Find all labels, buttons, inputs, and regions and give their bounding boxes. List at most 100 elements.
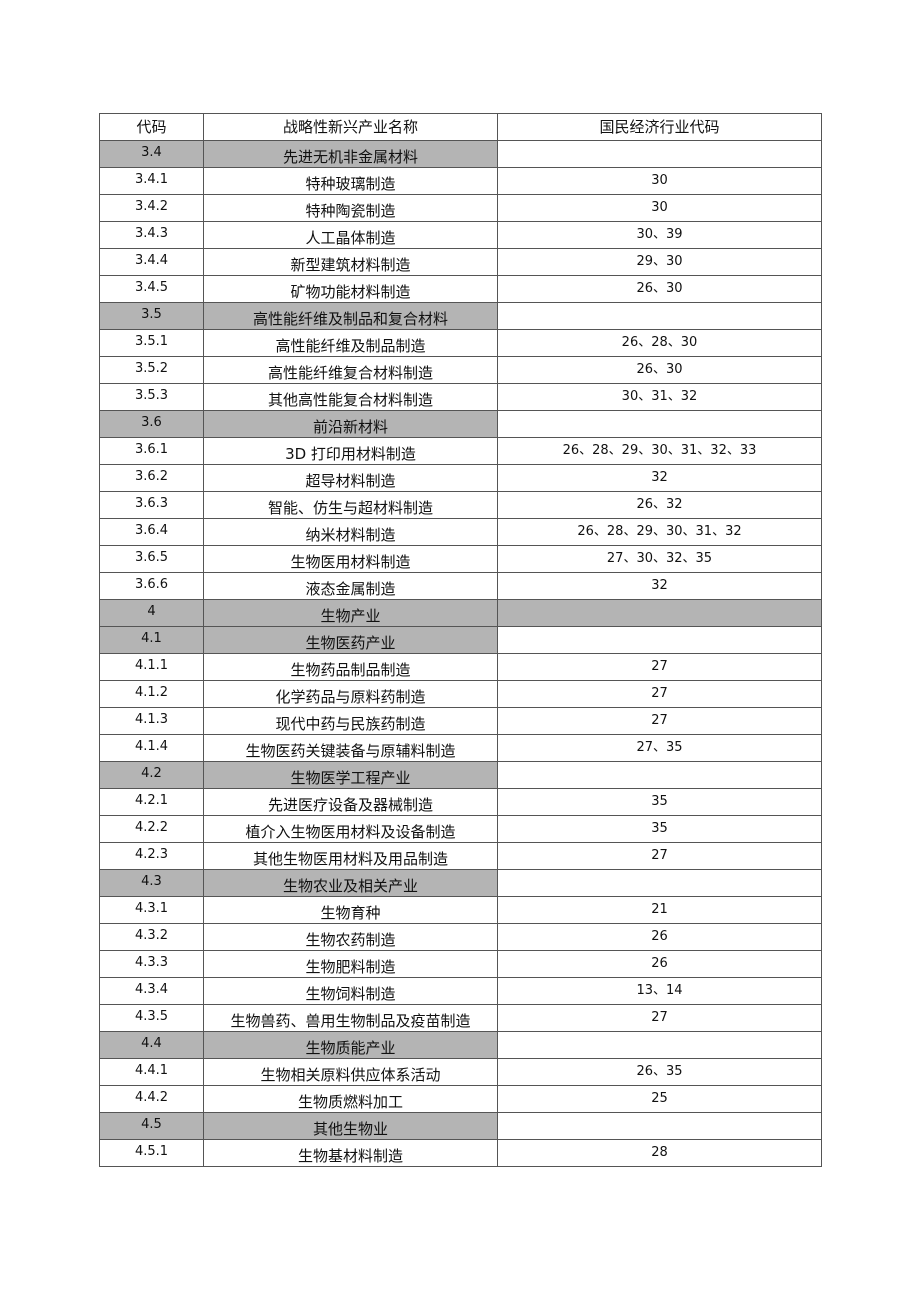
table-header-row: 代码 战略性新兴产业名称 国民经济行业代码 (99, 113, 822, 141)
table-row: 3.4.1 特种玻璃制造 30 (99, 167, 822, 195)
cell-code: 4.1.3 (99, 707, 204, 735)
cell-name: 现代中药与民族药制造 (203, 707, 498, 735)
table-row: 3.6.4 纳米材料制造 26、28、29、30、31、32 (99, 518, 822, 546)
cell-industry-code: 29、30 (497, 248, 822, 276)
cell-code: 4.3.3 (99, 950, 204, 978)
cell-name: 生物肥料制造 (203, 950, 498, 978)
table-row: 4.1.2 化学药品与原料药制造 27 (99, 680, 822, 708)
cell-name: 生物育种 (203, 896, 498, 924)
table-row: 3.5.2 高性能纤维复合材料制造 26、30 (99, 356, 822, 384)
cell-name: 超导材料制造 (203, 464, 498, 492)
table-row: 3.4.4 新型建筑材料制造 29、30 (99, 248, 822, 276)
cell-code: 3.4.4 (99, 248, 204, 276)
cell-industry-code: 26 (497, 923, 822, 951)
section-row: 3.6 前沿新材料 (99, 410, 822, 438)
table-row: 3.4.2 特种陶瓷制造 30 (99, 194, 822, 222)
cell-industry-code (497, 1031, 822, 1059)
cell-name: 生物药品制品制造 (203, 653, 498, 681)
header-name: 战略性新兴产业名称 (203, 113, 498, 141)
table-row: 4.4.2 生物质燃料加工 25 (99, 1085, 822, 1113)
cell-code: 3.6.6 (99, 572, 204, 600)
cell-industry-code (497, 626, 822, 654)
table-row: 4.1.3 现代中药与民族药制造 27 (99, 707, 822, 735)
cell-code: 3.6.3 (99, 491, 204, 519)
cell-code: 4.3.2 (99, 923, 204, 951)
cell-name: 其他高性能复合材料制造 (203, 383, 498, 411)
cell-name: 先进无机非金属材料 (203, 140, 498, 168)
cell-code: 3.4.3 (99, 221, 204, 249)
section-row: 3.5 高性能纤维及制品和复合材料 (99, 302, 822, 330)
cell-name: 生物医学工程产业 (203, 761, 498, 789)
cell-code: 3.4.5 (99, 275, 204, 303)
cell-code: 4 (99, 599, 204, 627)
table-row: 3.4.3 人工晶体制造 30、39 (99, 221, 822, 249)
table-row: 3.5.1 高性能纤维及制品制造 26、28、30 (99, 329, 822, 357)
cell-industry-code: 27 (497, 1004, 822, 1032)
cell-name: 高性能纤维复合材料制造 (203, 356, 498, 384)
cell-name: 高性能纤维及制品和复合材料 (203, 302, 498, 330)
cell-name: 生物医用材料制造 (203, 545, 498, 573)
cell-industry-code: 27 (497, 842, 822, 870)
header-code: 代码 (99, 113, 204, 141)
cell-code: 3.5.2 (99, 356, 204, 384)
industry-code-table: 代码 战略性新兴产业名称 国民经济行业代码 3.4 先进无机非金属材料 3.4.1 特… (99, 113, 822, 1167)
table-body: 3.4 先进无机非金属材料 3.4.1 特种玻璃制造 30 3.4.2 特种陶瓷制造 30 3.… (99, 140, 822, 1167)
cell-code: 3.6.1 (99, 437, 204, 465)
table-row: 3.6.5 生物医用材料制造 27、30、32、35 (99, 545, 822, 573)
cell-industry-code: 32 (497, 572, 822, 600)
cell-code: 3.5.3 (99, 383, 204, 411)
section-row: 4.3 生物农业及相关产业 (99, 869, 822, 897)
cell-industry-code: 30、39 (497, 221, 822, 249)
table-row: 4.1.4 生物医药关键装备与原辅料制造 27、35 (99, 734, 822, 762)
cell-industry-code (497, 869, 822, 897)
table-row: 4.3.1 生物育种 21 (99, 896, 822, 924)
cell-name: 先进医疗设备及器械制造 (203, 788, 498, 816)
cell-name: 3D 打印用材料制造 (203, 437, 498, 465)
cell-industry-code: 35 (497, 788, 822, 816)
cell-code: 3.6.5 (99, 545, 204, 573)
cell-name: 新型建筑材料制造 (203, 248, 498, 276)
cell-industry-code: 35 (497, 815, 822, 843)
cell-name: 化学药品与原料药制造 (203, 680, 498, 708)
cell-industry-code: 27 (497, 680, 822, 708)
cell-code: 4.1.2 (99, 680, 204, 708)
cell-code: 4.1.1 (99, 653, 204, 681)
cell-code: 3.4.2 (99, 194, 204, 222)
cell-name: 生物农业及相关产业 (203, 869, 498, 897)
cell-industry-code: 26、28、30 (497, 329, 822, 357)
cell-code: 4.3 (99, 869, 204, 897)
cell-code: 3.5.1 (99, 329, 204, 357)
cell-code: 4.2.2 (99, 815, 204, 843)
cell-name: 人工晶体制造 (203, 221, 498, 249)
cell-code: 4.2.1 (99, 788, 204, 816)
cell-name: 生物兽药、兽用生物制品及疫苗制造 (203, 1004, 498, 1032)
table-row: 4.4.1 生物相关原料供应体系活动 26、35 (99, 1058, 822, 1086)
cell-name: 智能、仿生与超材料制造 (203, 491, 498, 519)
header-industry-code: 国民经济行业代码 (497, 113, 822, 141)
section-row: 3.4 先进无机非金属材料 (99, 140, 822, 168)
cell-name: 前沿新材料 (203, 410, 498, 438)
section-row: 4.4 生物质能产业 (99, 1031, 822, 1059)
cell-name: 其他生物业 (203, 1112, 498, 1140)
cell-name: 生物质能产业 (203, 1031, 498, 1059)
section-row: 4.2 生物医学工程产业 (99, 761, 822, 789)
table-row: 4.1.1 生物药品制品制造 27 (99, 653, 822, 681)
table-row: 3.6.1 3D 打印用材料制造 26、28、29、30、31、32、33 (99, 437, 822, 465)
cell-industry-code: 27、30、32、35 (497, 545, 822, 573)
cell-industry-code: 26、30 (497, 356, 822, 384)
cell-code: 4.2.3 (99, 842, 204, 870)
cell-code: 3.4.1 (99, 167, 204, 195)
cell-name: 生物医药产业 (203, 626, 498, 654)
cell-code: 3.6.2 (99, 464, 204, 492)
cell-name: 生物产业 (203, 599, 498, 627)
cell-code: 3.4 (99, 140, 204, 168)
table-row: 4.2.2 植介入生物医用材料及设备制造 35 (99, 815, 822, 843)
cell-name: 纳米材料制造 (203, 518, 498, 546)
cell-code: 4.1 (99, 626, 204, 654)
cell-industry-code (497, 302, 822, 330)
table-row: 3.6.2 超导材料制造 32 (99, 464, 822, 492)
cell-industry-code: 27 (497, 653, 822, 681)
cell-industry-code: 26、28、29、30、31、32 (497, 518, 822, 546)
cell-name: 其他生物医用材料及用品制造 (203, 842, 498, 870)
cell-code: 4.5.1 (99, 1139, 204, 1167)
